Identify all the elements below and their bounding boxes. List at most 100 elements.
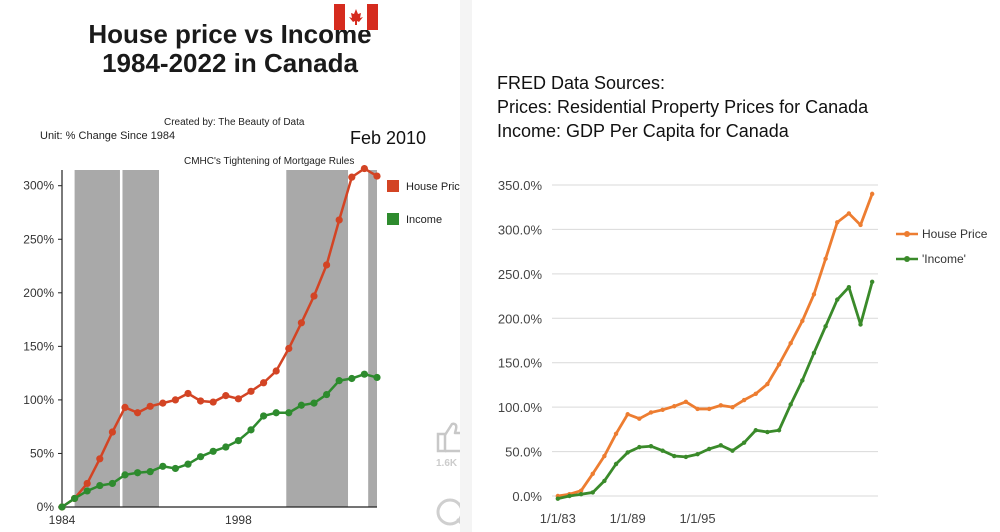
data-point (578, 492, 584, 497)
sources-income: Income: GDP Per Capita for Canada (497, 121, 789, 141)
data-point (683, 454, 689, 460)
legend-label: House Price (406, 181, 460, 193)
data-point (648, 410, 654, 415)
data-point (695, 406, 700, 412)
series-line-0 (557, 193, 874, 498)
legend-label: 'Income' (922, 252, 966, 266)
like-count: 1.6K (436, 458, 458, 469)
title-line-2: 1984-2022 in Canada (102, 48, 358, 78)
data-point (648, 444, 654, 449)
data-point (209, 447, 217, 455)
data-point (83, 479, 91, 488)
data-point (71, 494, 79, 503)
data-point (590, 490, 595, 495)
data-point (602, 453, 607, 459)
data-point (234, 395, 242, 403)
data-point (146, 402, 154, 410)
page-title: House price vs Income 1984-2022 in Canad… (40, 20, 420, 78)
y-tick-label: 50% (30, 446, 54, 460)
data-point (96, 455, 104, 463)
data-point (83, 487, 91, 495)
sources-title: FRED Data Sources: (497, 73, 666, 93)
data-point (869, 191, 875, 197)
data-point (348, 374, 356, 383)
data-point (741, 440, 747, 445)
y-tick-label: 250.0% (498, 267, 543, 282)
data-point (285, 409, 293, 417)
data-point (602, 478, 607, 484)
data-point (108, 428, 116, 436)
y-tick-label: 200.0% (498, 311, 543, 326)
legend-swatch (387, 180, 399, 192)
x-tick-label: 1/1/89 (610, 511, 646, 526)
data-point (335, 377, 343, 385)
data-point (373, 373, 381, 382)
chart-credit: Created by: The Beauty of Data (164, 117, 305, 128)
series-line-0 (61, 167, 378, 509)
y-tick-label: 300.0% (498, 222, 543, 237)
event-date: Feb 2010 (350, 128, 427, 148)
data-point (869, 279, 875, 285)
data-point (373, 172, 381, 180)
data-point (567, 493, 572, 499)
data-point (823, 324, 828, 329)
data-point (310, 292, 318, 300)
data-point (360, 370, 368, 378)
data-point (776, 362, 782, 367)
data-point (660, 448, 665, 453)
y-tick-label: 250% (23, 232, 54, 246)
data-point (753, 428, 758, 433)
data-point (108, 479, 116, 488)
data-point (590, 471, 595, 476)
data-point (695, 452, 700, 457)
left-panel: House price vs Income 1984-2022 in Canad… (0, 0, 472, 532)
data-point (58, 503, 66, 511)
data-point (272, 409, 280, 417)
data-point (741, 397, 747, 403)
data-point (753, 391, 758, 397)
sources-block: FRED Data Sources: Prices: Residential P… (497, 71, 868, 143)
data-point (184, 389, 192, 398)
data-point (578, 488, 584, 493)
data-point (637, 444, 642, 450)
y-tick-label: 150% (23, 339, 54, 353)
data-point (706, 446, 712, 452)
data-point (846, 284, 852, 290)
right-line-chart: 0.0% 50.0% 100.0% 150.0% 200.0% 250.0% 300.0% 3… (498, 178, 988, 526)
data-point (260, 379, 268, 387)
data-point (323, 390, 331, 399)
event-label: CMHC's Tightening of Mortgage Rules (184, 156, 355, 167)
panel-divider (460, 0, 472, 532)
data-point (222, 443, 230, 451)
data-point (811, 292, 817, 297)
data-point (121, 403, 129, 411)
data-point (335, 216, 343, 224)
unit-label: Unit: % Change Since 1984 (40, 130, 176, 142)
data-point (730, 404, 735, 410)
data-point (247, 426, 255, 434)
data-point (159, 462, 167, 470)
y-tick-label: 350.0% (498, 178, 543, 193)
data-point (718, 443, 724, 448)
data-point (613, 461, 619, 467)
data-point (247, 387, 255, 395)
data-point (835, 220, 840, 225)
legend-marker (904, 231, 910, 237)
data-point (171, 464, 179, 473)
data-point (197, 453, 205, 461)
shaded-period-1 (122, 170, 160, 507)
data-point (272, 367, 280, 375)
data-point (800, 378, 805, 383)
shaded-period-0 (74, 170, 120, 507)
data-point (310, 399, 318, 407)
y-tick-label: 50.0% (505, 445, 542, 460)
data-point (776, 428, 782, 433)
y-tick-label: 100.0% (498, 400, 543, 415)
data-point (788, 402, 793, 407)
data-point (297, 401, 305, 409)
data-point (555, 496, 561, 501)
data-point (134, 469, 142, 477)
data-point (159, 399, 167, 407)
legend-swatch (387, 213, 399, 225)
data-point (348, 173, 356, 181)
